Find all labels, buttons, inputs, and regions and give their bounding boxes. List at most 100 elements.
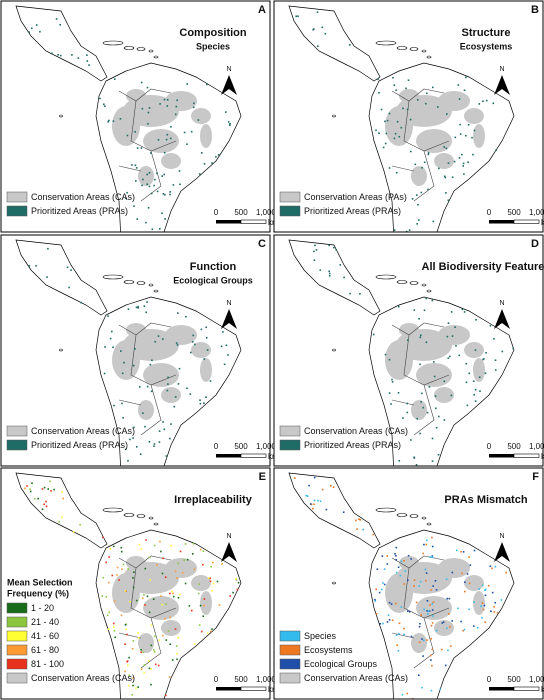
area-pixel: [170, 544, 172, 547]
area-pixel: [28, 31, 30, 33]
scale-tick-label: 1,000: [529, 208, 544, 217]
island: [153, 55, 159, 59]
area-pixel: [128, 674, 131, 677]
area-pixel: [484, 372, 487, 374]
area-pixel: [434, 580, 437, 582]
area-pixel: [172, 592, 174, 595]
area-pixel: [473, 129, 476, 132]
area-pixel: [321, 26, 324, 29]
conservation-area: [438, 325, 470, 345]
area-pixel: [422, 406, 424, 409]
area-pixel: [166, 105, 169, 107]
area-pixel: [161, 572, 164, 575]
area-pixel: [430, 624, 433, 627]
conservation-area: [191, 108, 211, 124]
area-pixel: [426, 539, 428, 542]
area-pixel: [132, 437, 134, 439]
area-pixel: [172, 184, 175, 186]
conservation-area: [473, 358, 485, 382]
area-pixel: [185, 315, 187, 318]
area-pixel: [205, 396, 207, 398]
legend-swatch: [279, 205, 301, 217]
conservation-area: [143, 129, 179, 153]
area-pixel: [134, 131, 136, 133]
island: [421, 283, 427, 287]
area-pixel: [317, 499, 319, 502]
area-pixel: [46, 276, 48, 278]
panel-title: Function: [190, 261, 237, 273]
area-pixel: [116, 574, 118, 576]
area-pixel: [440, 648, 443, 651]
area-pixel: [227, 354, 229, 356]
legend-label: Prioritized Areas (PRAs): [304, 440, 401, 450]
area-pixel: [176, 344, 179, 346]
area-pixel: [462, 629, 464, 632]
area-pixel: [429, 556, 432, 558]
area-pixel: [126, 191, 128, 194]
area-pixel: [169, 592, 171, 595]
area-pixel: [466, 404, 469, 407]
area-pixel: [146, 183, 148, 185]
area-pixel: [437, 106, 439, 108]
area-pixel: [111, 330, 113, 333]
area-pixel: [388, 112, 391, 115]
area-pixel: [491, 591, 494, 594]
area-pixel: [432, 86, 434, 89]
area-pixel: [398, 632, 400, 635]
area-pixel: [47, 488, 49, 490]
conservation-area: [434, 153, 454, 169]
area-pixel: [449, 626, 451, 628]
area-pixel: [421, 686, 423, 689]
area-pixel: [105, 596, 108, 598]
area-pixel: [125, 628, 127, 631]
conservation-area: [399, 89, 419, 103]
area-pixel: [68, 286, 70, 289]
panel-title: PRAs Mismatch: [444, 494, 527, 506]
area-pixel: [455, 345, 457, 347]
legend-swatch: [6, 439, 28, 451]
area-pixel: [388, 619, 391, 621]
area-pixel: [308, 484, 310, 487]
north-arrow: [494, 542, 510, 562]
area-pixel: [461, 153, 463, 156]
island: [59, 581, 63, 585]
area-pixel: [343, 276, 345, 279]
area-pixel: [24, 487, 26, 490]
area-pixel: [113, 404, 115, 407]
area-pixel: [313, 28, 315, 30]
area-pixel: [437, 454, 440, 456]
area-pixel: [122, 417, 124, 419]
area-pixel: [29, 488, 31, 490]
area-pixel: [451, 176, 454, 178]
area-pixel: [194, 343, 196, 346]
area-pixel: [391, 381, 394, 383]
area-pixel: [442, 621, 445, 623]
area-pixel: [395, 546, 398, 549]
area-pixel: [383, 583, 386, 586]
area-pixel: [99, 97, 101, 100]
area-pixel: [177, 636, 179, 639]
legend-label: Conservation Areas (CAs): [304, 426, 408, 436]
area-pixel: [111, 574, 114, 577]
area-pixel: [127, 460, 129, 462]
conservation-area: [143, 363, 179, 387]
area-pixel: [447, 162, 450, 164]
area-pixel: [200, 630, 203, 633]
area-pixel: [112, 545, 115, 548]
area-pixel: [169, 137, 172, 140]
area-pixel: [392, 77, 394, 79]
area-pixel: [150, 668, 152, 670]
scale-tick-label: 0: [214, 675, 219, 684]
area-pixel: [138, 543, 141, 546]
area-pixel: [468, 372, 470, 375]
area-pixel: [444, 664, 447, 667]
legend-label: 61 - 80: [31, 645, 59, 655]
area-pixel: [186, 83, 188, 85]
area-pixel: [141, 184, 143, 187]
area-pixel: [199, 402, 202, 405]
area-pixel: [454, 136, 457, 139]
area-pixel: [372, 333, 375, 336]
area-pixel: [236, 588, 239, 591]
area-pixel: [173, 405, 176, 408]
area-pixel: [109, 548, 112, 550]
